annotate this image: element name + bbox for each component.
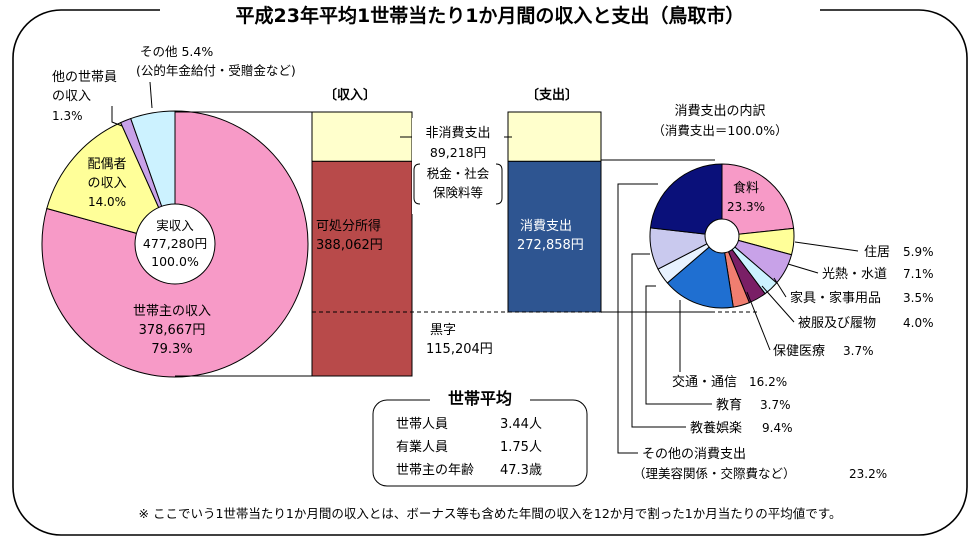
income-header: 〔収入〕 [324,87,376,103]
consumption-pie [649,163,795,309]
consumption-pie-hole [704,218,740,254]
consumption-slice-0 [721,163,795,237]
consumption-pie-title-2: （消費支出＝100.0%） [652,123,787,138]
income-center-label-2: 477,280円 [143,236,207,251]
disposable-label-1: 可処分所得 [316,218,381,234]
leader-other-member [111,106,123,127]
household-row-1-value: 3.44人 [500,417,542,432]
surplus-label-2: 115,204円 [426,342,493,357]
consumption-slice-9 [649,163,723,237]
recreation-value: 9.4% [762,421,793,435]
education-label: 教育 [716,397,742,413]
nonconsumption-label-2: 89,218円 [430,145,486,160]
housing-leader [794,241,859,252]
income-slice-label-other-member-1: 他の世帯員 [52,70,117,85]
income-slice-label-other-member-2: の収入 [52,89,91,104]
furniture-label: 家具・家事用品 [790,290,881,306]
consumption-labels: 住居 5.9% 光熱・水道 7.1% 家具・家事用品 3.5% 被服及び履物 4… [617,183,934,481]
consumption-pie-title-1: 消費支出の内訳 [674,103,765,119]
food-value: 23.3% [727,200,765,214]
consumption-label-1: 消費支出 [520,219,572,234]
household-row-3-label: 世帯主の年齢 [396,463,474,478]
household-title-bg [430,388,530,408]
food-label: 食料 [733,180,759,196]
income-center-label-1: 実収入 [156,218,194,233]
income-slice-label-head-3: 79.3% [151,342,192,357]
education-leader [645,285,712,405]
medical-value: 3.7% [843,344,874,358]
expenditure-bar-2 [508,312,601,376]
education-value: 3.7% [760,398,791,412]
income-center-label-3: 100.0% [151,254,199,269]
utilities-leader [787,263,819,274]
housing-value: 5.9% [903,245,934,259]
utilities-label: 光熱・水道 [822,267,887,282]
utilities-value: 7.1% [903,267,934,281]
income-pie-hole [134,203,216,285]
clothing-value: 4.0% [903,316,934,330]
nonconsumption-bracket-right [495,163,503,205]
household-row-3-value: 47.3歳 [500,463,542,478]
income-slice-label-spouse-3: 14.0% [88,195,126,209]
title-background [160,2,820,28]
income-slice-0 [41,110,309,378]
other-consumption-sublabel: （理美容関係・交際費など） [633,466,796,481]
leader-other [149,81,153,109]
household-row-2-value: 1.75人 [500,440,542,455]
income-slice-label-other-member-3: 1.3% [52,109,83,123]
medical-label: 保健医療 [773,344,825,359]
income-slice-label-other-2: (公的年金給付・受贈金など) [136,63,296,78]
surplus-label-1: 黒字 [430,323,456,338]
housing-label: 住居 [864,245,890,260]
bars-group [311,111,602,377]
recreation-leader [631,253,686,428]
consumption-label-2: 272,858円 [517,238,584,253]
income-slice-label-head-1: 世帯主の収入 [133,304,211,319]
furniture-leader [773,277,787,298]
footnote: ※ ここでいう1世帯当たり1か月間の収入とは、ボーナス等も含めた年間の収入を12… [139,506,842,521]
recreation-label: 教養娯楽 [690,420,742,436]
other-consumption-value: 23.2% [849,467,887,481]
household-row-1-label: 世帯人員 [396,417,448,432]
income-slice-1 [46,121,176,245]
expenditure-bar-0 [507,111,602,162]
furniture-value: 3.5% [903,291,934,305]
clothing-label: 被服及び履物 [798,316,876,331]
other-consumption-label: その他の消費支出 [642,447,746,462]
income-slice-label-other-1: その他 5.4% [140,44,213,59]
nonconsumption-label-4: 保険料等 [433,185,483,200]
transport-label: 交通・通信 [672,374,737,390]
other-consumption-leader [617,183,658,454]
nonconsumption-bracket-left [413,163,421,205]
medical-leader [746,291,771,351]
household-row-2-label: 有業人員 [396,439,448,455]
transport-value: 16.2% [749,375,787,389]
income-slice-label-head-2: 378,667円 [139,323,206,338]
nonconsumption-label-3: 税金・社会 [427,166,490,181]
consumption-slice-6 [666,235,734,309]
income-bar-1 [311,160,413,377]
clothing-leader [761,285,795,323]
chart-title: 平成23年平均1世帯当たり1か月間の収入と支出（鳥取市） [236,4,745,27]
expenditure-bar-1 [507,160,602,313]
income-slice-label-spouse-2: の収入 [87,176,126,191]
income-bar-0 [311,111,413,162]
income-slice-label-spouse-1: 配偶者 [87,157,126,172]
nonconsumption-label-1: 非消費支出 [425,126,490,141]
expenditure-header: 〔支出〕 [526,87,578,103]
nonconsumption-label-bg [412,118,506,214]
disposable-label-2: 388,062円 [316,238,383,253]
household-title: 世帯平均 [448,389,512,408]
